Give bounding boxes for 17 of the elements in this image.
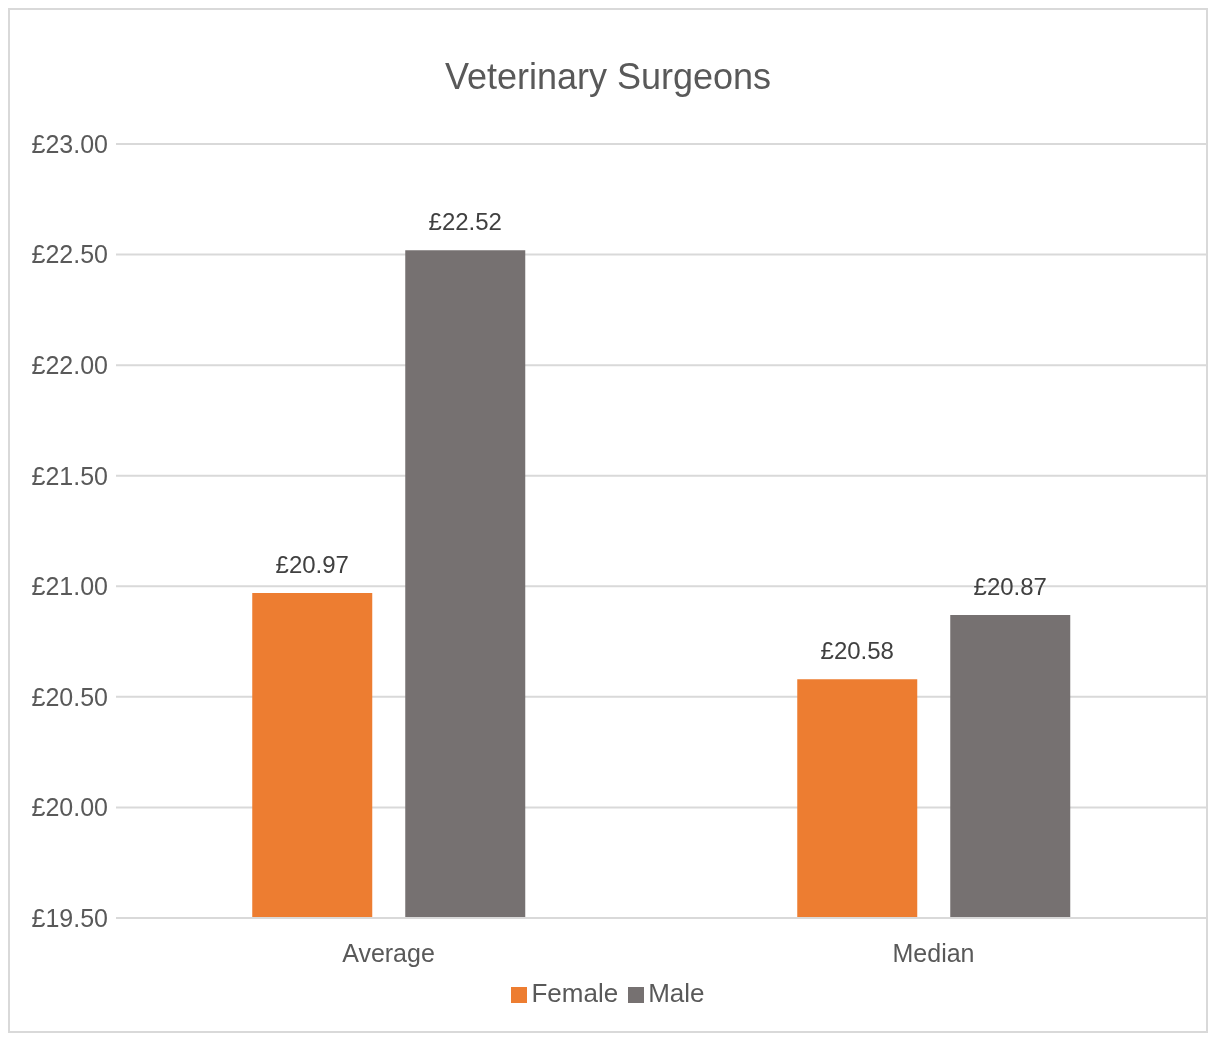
y-tick-label: £20.00 <box>31 793 108 822</box>
data-label: £20.58 <box>820 637 894 665</box>
legend-label: Male <box>648 978 705 1008</box>
y-tick-label: £22.00 <box>31 351 108 380</box>
y-tick-label: £20.50 <box>31 682 108 711</box>
y-tick-label: £23.00 <box>31 129 108 158</box>
legend-label: Female <box>531 978 619 1008</box>
x-tick-label: Median <box>892 938 975 967</box>
y-tick-label: £21.00 <box>31 572 108 601</box>
chart-title: Veterinary Surgeons <box>443 55 773 99</box>
x-tick-label: Average <box>342 938 435 967</box>
y-tick-label: £22.50 <box>31 240 108 269</box>
data-label: £22.52 <box>428 208 502 236</box>
data-label: £20.87 <box>973 573 1047 601</box>
y-tick-label: £19.50 <box>31 903 108 932</box>
data-label: £20.97 <box>275 550 349 578</box>
y-tick-label: £21.50 <box>31 461 108 490</box>
